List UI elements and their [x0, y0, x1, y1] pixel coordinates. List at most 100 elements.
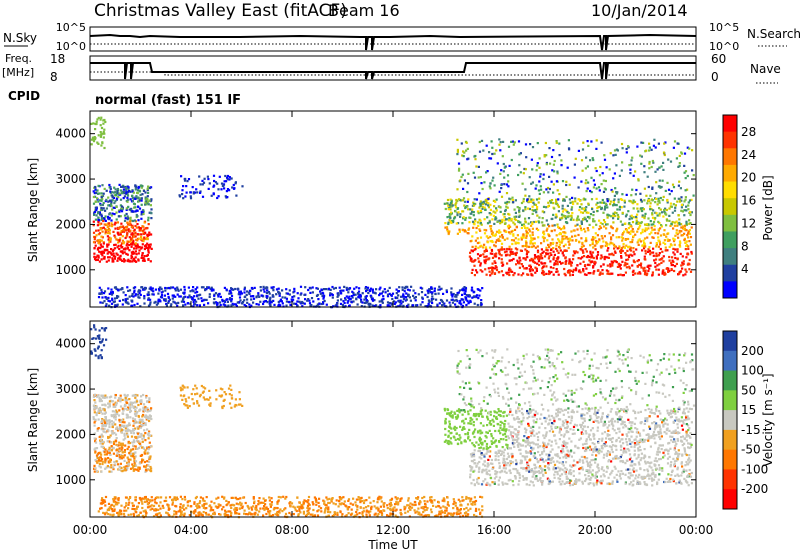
- echo-point: [284, 296, 287, 299]
- echo-point: [110, 291, 113, 294]
- echo-point: [501, 261, 504, 264]
- echo-point: [670, 190, 673, 193]
- echo-point: [531, 233, 534, 236]
- echo-point: [396, 296, 399, 299]
- echo-point: [518, 164, 521, 167]
- echo-point: [371, 299, 375, 302]
- echo-point: [108, 251, 111, 254]
- echo-point: [548, 270, 551, 273]
- echo-point: [272, 295, 275, 298]
- echo-point: [651, 187, 654, 190]
- echo-point: [414, 304, 418, 307]
- echo-point: [107, 299, 110, 302]
- echo-point: [518, 266, 521, 269]
- echo-point: [403, 508, 406, 511]
- echo-point: [211, 288, 214, 291]
- echo-point: [491, 271, 494, 274]
- echo-point: [681, 261, 684, 264]
- echo-point: [595, 169, 598, 173]
- echo-point: [510, 158, 513, 162]
- echo-point: [643, 215, 646, 218]
- echo-point: [319, 290, 322, 293]
- echo-point: [549, 162, 552, 165]
- echo-point: [130, 251, 133, 254]
- echo-point: [552, 163, 555, 166]
- echo-point: [685, 209, 688, 212]
- echo-point: [126, 466, 129, 470]
- echo-point: [627, 210, 630, 213]
- echo-point: [129, 260, 132, 263]
- echo-point: [222, 404, 225, 408]
- echo-point: [569, 201, 572, 204]
- echo-point: [605, 269, 608, 272]
- echo-point: [508, 231, 511, 234]
- echo-point: [582, 270, 585, 273]
- echo-point: [674, 206, 677, 209]
- echo-point: [663, 233, 666, 236]
- echo-point: [104, 215, 107, 218]
- echo-point: [568, 198, 571, 201]
- echo-point: [130, 403, 133, 406]
- echo-point: [136, 302, 139, 305]
- echo-point: [107, 256, 110, 259]
- echo-point: [199, 393, 202, 396]
- echo-point: [127, 228, 130, 231]
- echo-point: [652, 223, 655, 226]
- echo-point: [96, 456, 99, 460]
- echo-point: [142, 422, 145, 425]
- echo-point: [432, 297, 435, 301]
- echo-point: [676, 250, 679, 253]
- echo-point: [565, 235, 568, 239]
- echo-point: [542, 235, 545, 238]
- echo-point: [174, 289, 177, 292]
- echo-point: [532, 198, 535, 201]
- echo-point: [116, 253, 119, 256]
- echo-point: [538, 197, 541, 200]
- echo-point: [138, 462, 141, 465]
- echo-point: [293, 295, 296, 298]
- echo-point: [184, 404, 187, 407]
- echo-point: [456, 214, 459, 217]
- echo-point: [543, 154, 546, 157]
- echo-point: [547, 243, 550, 246]
- echo-point: [106, 440, 109, 443]
- echo-point: [547, 252, 550, 255]
- echo-point: [557, 205, 560, 208]
- echo-point: [571, 200, 574, 203]
- echo-point: [565, 195, 568, 198]
- echo-point: [639, 154, 642, 157]
- echo-point: [606, 206, 609, 209]
- echo-point: [399, 299, 402, 302]
- echo-point: [454, 295, 457, 298]
- echo-point: [105, 422, 109, 425]
- echo-point: [510, 140, 513, 143]
- echo-point: [683, 238, 686, 242]
- echo-point: [650, 223, 653, 226]
- echo-point: [443, 202, 446, 205]
- echo-point: [621, 260, 624, 263]
- echo-point: [199, 191, 202, 194]
- echo-point: [363, 298, 366, 301]
- echo-point: [552, 191, 555, 194]
- echo-point: [107, 215, 110, 218]
- echo-point: [217, 195, 220, 198]
- echo-point: [253, 502, 256, 505]
- echo-point: [445, 289, 448, 292]
- echo-point: [336, 299, 339, 302]
- echo-point: [505, 183, 509, 186]
- echo-point: [595, 239, 598, 243]
- echo-point: [418, 513, 421, 516]
- echo-point: [632, 235, 635, 238]
- echo-point: [340, 498, 343, 501]
- echo-point: [614, 260, 617, 263]
- echo-point: [674, 248, 677, 251]
- echo-point: [183, 386, 186, 389]
- echo-point: [558, 226, 561, 230]
- echo-point: [553, 224, 556, 227]
- echo-point: [476, 271, 479, 274]
- echo-point: [591, 207, 594, 211]
- echo-point: [552, 247, 555, 250]
- echo-point: [103, 450, 106, 453]
- echo-point: [95, 120, 98, 123]
- echo-point: [428, 304, 431, 307]
